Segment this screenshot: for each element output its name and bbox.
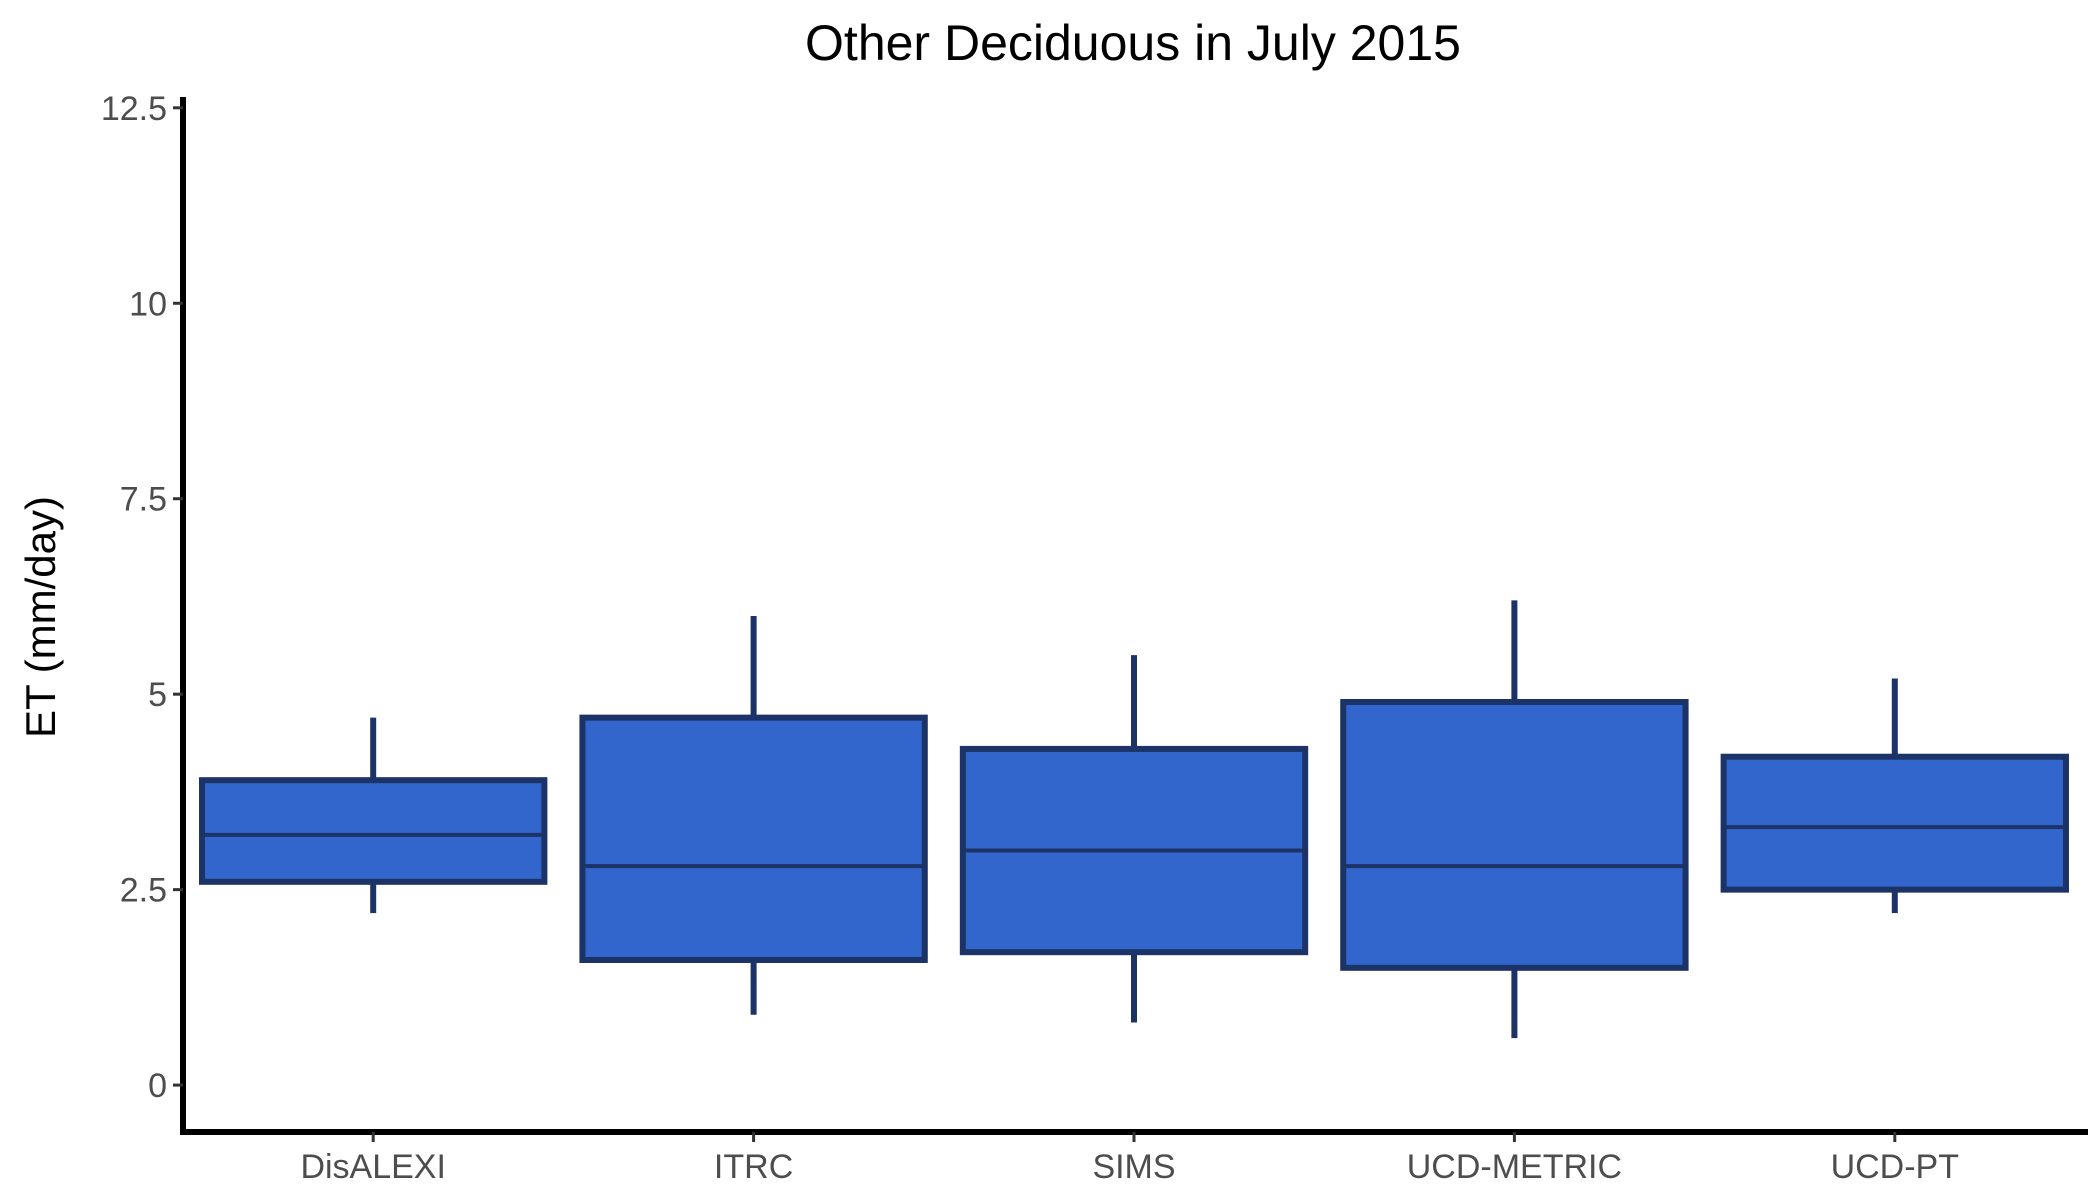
box-disalexi [199, 717, 548, 914]
box-rect [579, 714, 928, 963]
x-tick-label: UCD-PT [1831, 1148, 1959, 1186]
box-rect [1340, 699, 1689, 971]
y-tick-label: 0 [148, 1067, 167, 1105]
box-rect [1720, 753, 2069, 893]
box-itrc [579, 616, 928, 1015]
box-ucd-metric [1340, 600, 1689, 1039]
y-tick-label: 2.5 [120, 872, 167, 910]
plot-area: 0 2.5 5 7.5 10 12.5 DisALEXI ITRC SIMS UCD-METRIC… [101, 90, 2088, 1186]
box-sims [959, 655, 1309, 1023]
y-axis-title: ET (mm/day) [17, 496, 64, 738]
x-tick-label: UCD-METRIC [1407, 1148, 1622, 1186]
y-tick-label: 12.5 [101, 90, 167, 128]
x-tick-label: DisALEXI [300, 1148, 446, 1186]
chart-title: Other Deciduous in July 2015 [805, 15, 1461, 71]
box-ucd-pt [1720, 678, 2069, 914]
x-tick-label: ITRC [714, 1148, 793, 1186]
y-tick-label: 10 [129, 285, 167, 323]
x-tick-label: SIMS [1092, 1148, 1175, 1186]
y-tick-label: 7.5 [120, 481, 167, 519]
box-rect [199, 777, 548, 885]
y-tick-label: 5 [148, 676, 167, 714]
